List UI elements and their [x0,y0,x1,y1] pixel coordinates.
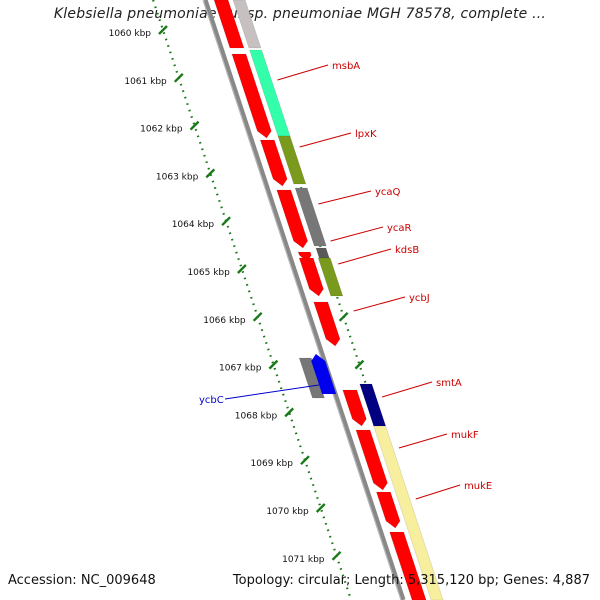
cds-block-ycbJ [313,301,341,347]
major-tick [221,216,231,227]
cog-block-ycaQ [294,187,327,247]
major-tick [252,311,263,322]
gene-label-mukF: mukF [451,430,479,441]
cog-block-mukF [373,425,444,600]
cog-block [232,0,262,49]
gene-label-msbA: msbA [332,61,360,72]
gene-features [213,0,444,600]
gene-label-ycaQ: ycaQ [375,187,401,198]
cog-block-kdsB [317,257,344,297]
major-tick [158,25,168,35]
kbp-label: 1064 kbp [172,220,215,230]
leader-line [353,296,406,312]
gene-block-ycbC [311,354,337,394]
cds-block-mukE [376,491,401,529]
leader-line [277,64,329,81]
major-tick [315,503,326,513]
gene-label-ycbJ: ycbJ [409,293,430,304]
leader-line [299,132,352,148]
major-tick [189,120,200,131]
major-tick [331,550,342,561]
leader-line [398,433,448,449]
kbp-labels: 1060 kbp 1061 kbp 1062 kbp 1063 kbp 1064 kbp… [109,29,325,565]
cds-block-lpxK [259,139,288,187]
major-tick-inner [354,359,365,370]
major-tick [205,168,216,179]
backbone-highlight [202,0,402,600]
kbp-label: 1070 kbp [266,507,309,517]
cds-block-msbA [231,53,272,139]
kbp-label: 1061 kbp [124,77,167,87]
kbp-label: 1069 kbp [251,459,294,469]
kbp-label: 1062 kbp [140,125,183,135]
accession-text: Accession: NC_009648 [8,573,156,588]
leader-line [224,384,319,400]
gene-label-mukE: mukE [464,481,492,492]
major-tick [237,264,247,274]
backbone-line [202,0,406,600]
leader-line [415,484,461,500]
leader-line [381,381,433,398]
cds-block [213,0,245,49]
kbp-label: 1060 kbp [109,29,152,39]
major-tick [173,72,184,83]
cog-block-ycaR [315,247,330,259]
cds-block-kdsB [298,257,324,297]
leader-line [318,190,372,205]
gene-label-smtA: smtA [436,378,462,389]
cds-block-smtA [342,389,367,427]
gene-label-ycaR: ycaR [387,223,412,234]
kbp-label: 1071 kbp [282,555,325,565]
major-tick-inner [338,311,349,322]
cds-block-mukF [355,429,388,491]
major-tick [268,359,279,370]
major-tick [284,407,295,418]
map-title: Klebsiella pneumoniae subsp. pneumoniae … [53,6,547,22]
gene-label-lpxK: lpxK [355,129,377,140]
kbp-label: 1067 kbp [219,364,262,374]
major-tick [300,455,310,466]
kbp-label: 1063 kbp [156,172,199,182]
cog-block-lpxK [277,135,307,185]
leader-line [330,226,384,242]
kbp-label: 1068 kbp [235,411,278,421]
backbone [202,0,406,600]
cds-block [389,531,427,600]
cds-block-ycaQ [276,189,308,249]
gene-labels: msbA lpxK ycaQ ycaR kdsB ycbJ smtA mukF mukE ycbC [199,61,492,500]
cog-block-ycbC [298,357,325,399]
gene-label-ycbC: ycbC [199,395,224,406]
leader-line [338,248,392,265]
kbp-label: 1066 kbp [203,316,246,326]
gene-label-kdsB: kdsB [395,245,419,256]
kbp-label: 1065 kbp [187,268,230,278]
genome-summary-text: Topology: circular; Length: 5,315,120 bp… [232,573,590,588]
